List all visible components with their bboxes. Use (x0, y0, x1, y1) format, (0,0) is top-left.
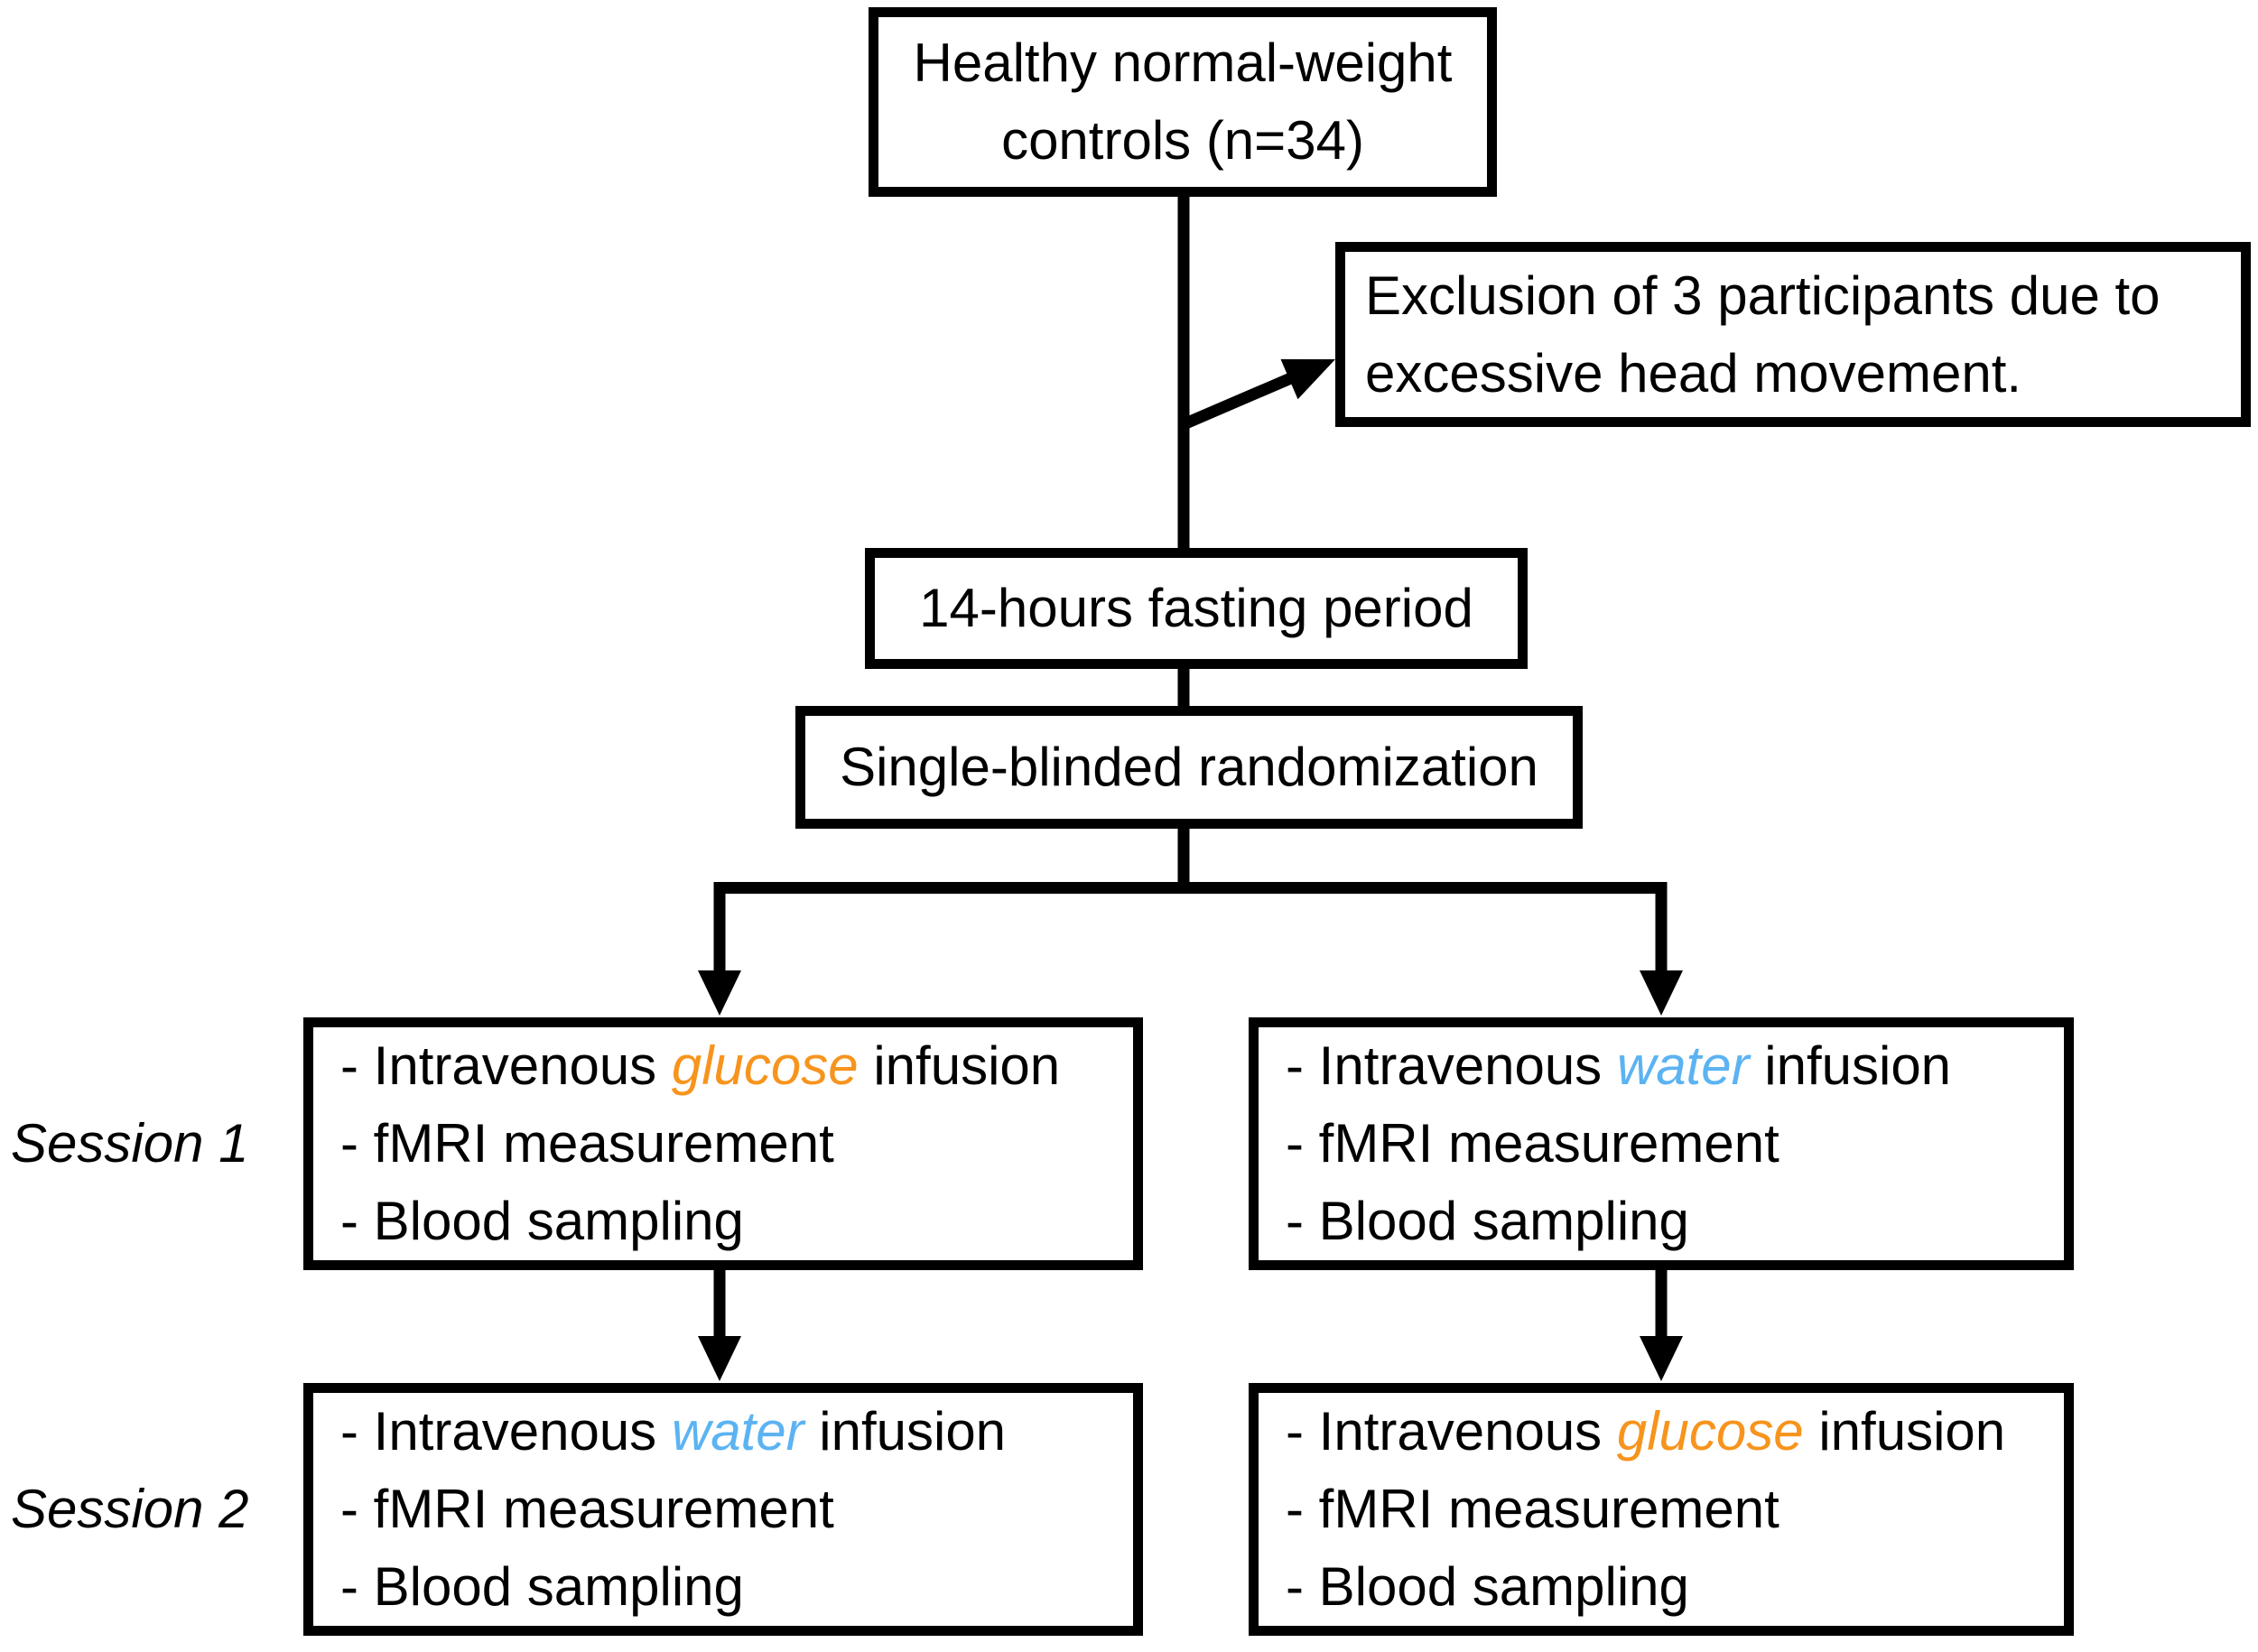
infusion-line: - Intravenous water infusion (1286, 1027, 1951, 1105)
fasting-period-box: 14-hours fasting period (865, 548, 1528, 669)
infusion-agent-water: water (1616, 1035, 1750, 1096)
session1-right-box: - Intravenous water infusion - fMRI meas… (1249, 1017, 2074, 1270)
infusion-prefix: - Intravenous (1286, 1401, 1617, 1462)
fmri-item: - fMRI measurement (1286, 1113, 1779, 1174)
healthy-controls-line1: Healthy normal-weight (913, 32, 1453, 93)
session1-label: Session 1 (11, 1113, 249, 1174)
infusion-suffix: infusion (1803, 1401, 2006, 1462)
fasting-period-label: 14-hours fasting period (919, 578, 1473, 638)
randomization-box: Single-blinded randomization (795, 706, 1583, 829)
connector-exclusion-arrow-line (1181, 372, 1296, 430)
infusion-agent-glucose: glucose (671, 1035, 859, 1096)
healthy-controls-box: Healthy normal-weight controls (n=34) (869, 7, 1497, 197)
infusion-suffix: infusion (804, 1401, 1007, 1462)
blood-item: - Blood sampling (340, 1191, 744, 1251)
infusion-suffix: infusion (1749, 1035, 1952, 1096)
blood-item: - Blood sampling (1286, 1556, 1689, 1617)
randomization-label: Single-blinded randomization (840, 737, 1538, 797)
fmri-item: - fMRI measurement (340, 1479, 834, 1539)
infusion-prefix: - Intravenous (340, 1401, 672, 1462)
infusion-line: - Intravenous glucose infusion (340, 1027, 1060, 1105)
exclusion-box: Exclusion of 3 participants due to exces… (1335, 242, 2251, 427)
branch-left-arrowhead (698, 970, 741, 1016)
healthy-controls-line2: controls (n=34) (1001, 110, 1364, 171)
arrowhead-s1-right-to-s2-right (1640, 1336, 1683, 1381)
infusion-prefix: - Intravenous (1286, 1035, 1617, 1096)
branch-right-arrowhead (1640, 970, 1683, 1016)
blood-item: - Blood sampling (340, 1556, 744, 1617)
session2-right-box: - Intravenous glucose infusion - fMRI me… (1249, 1383, 2074, 1636)
arrowhead-s1-left-to-s2-left (698, 1336, 741, 1381)
infusion-agent-glucose: glucose (1616, 1401, 1804, 1462)
infusion-prefix: - Intravenous (340, 1035, 672, 1096)
session2-label: Session 2 (11, 1479, 249, 1539)
exclusion-line1: Exclusion of 3 participants due to (1365, 265, 2160, 326)
blood-item: - Blood sampling (1286, 1191, 1689, 1251)
infusion-line: - Intravenous glucose infusion (1286, 1393, 2005, 1471)
fmri-item: - fMRI measurement (1286, 1479, 1779, 1539)
infusion-agent-water: water (671, 1401, 804, 1462)
infusion-line: - Intravenous water infusion (340, 1393, 1006, 1471)
session2-left-box: - Intravenous water infusion - fMRI meas… (303, 1383, 1143, 1636)
exclusion-arrowhead (1280, 358, 1335, 400)
fmri-item: - fMRI measurement (340, 1113, 834, 1174)
infusion-suffix: infusion (858, 1035, 1061, 1096)
exclusion-line2: excessive head movement. (1365, 342, 2022, 404)
session1-left-box: - Intravenous glucose infusion - fMRI me… (303, 1017, 1143, 1270)
